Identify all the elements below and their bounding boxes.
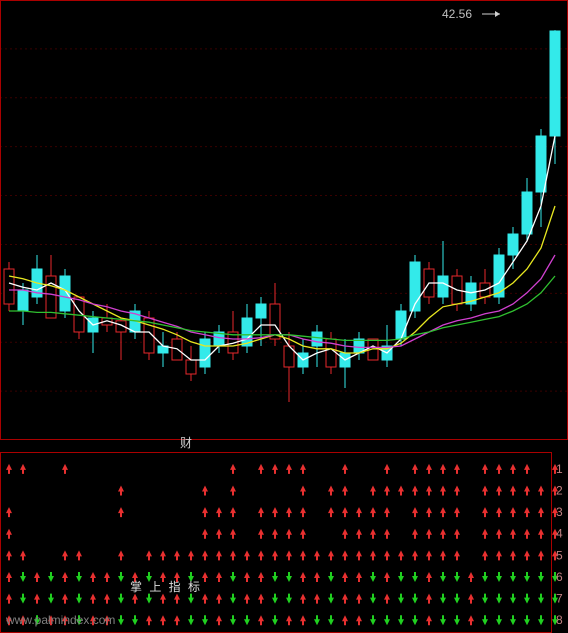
chart-svg: 42.56 财 1 2 3 4 5 6 7 8 — [0, 0, 568, 633]
svg-text:8: 8 — [556, 613, 563, 627]
svg-text:财: 财 — [180, 436, 192, 450]
svg-text:3: 3 — [556, 505, 563, 519]
chart-container: 42.56 财 1 2 3 4 5 6 7 8 www.palmindex.com 掌 上 指 标 — [0, 0, 568, 633]
svg-text:5: 5 — [556, 548, 563, 562]
brand-text: 掌 上 指 标 — [130, 578, 202, 595]
svg-text:7: 7 — [556, 592, 563, 606]
svg-text:6: 6 — [556, 570, 563, 584]
svg-text:1: 1 — [556, 462, 563, 476]
svg-text:42.56: 42.56 — [442, 7, 472, 21]
watermark-text: www.palmindex.com — [6, 613, 115, 627]
svg-text:2: 2 — [556, 483, 563, 497]
svg-text:4: 4 — [556, 527, 563, 541]
